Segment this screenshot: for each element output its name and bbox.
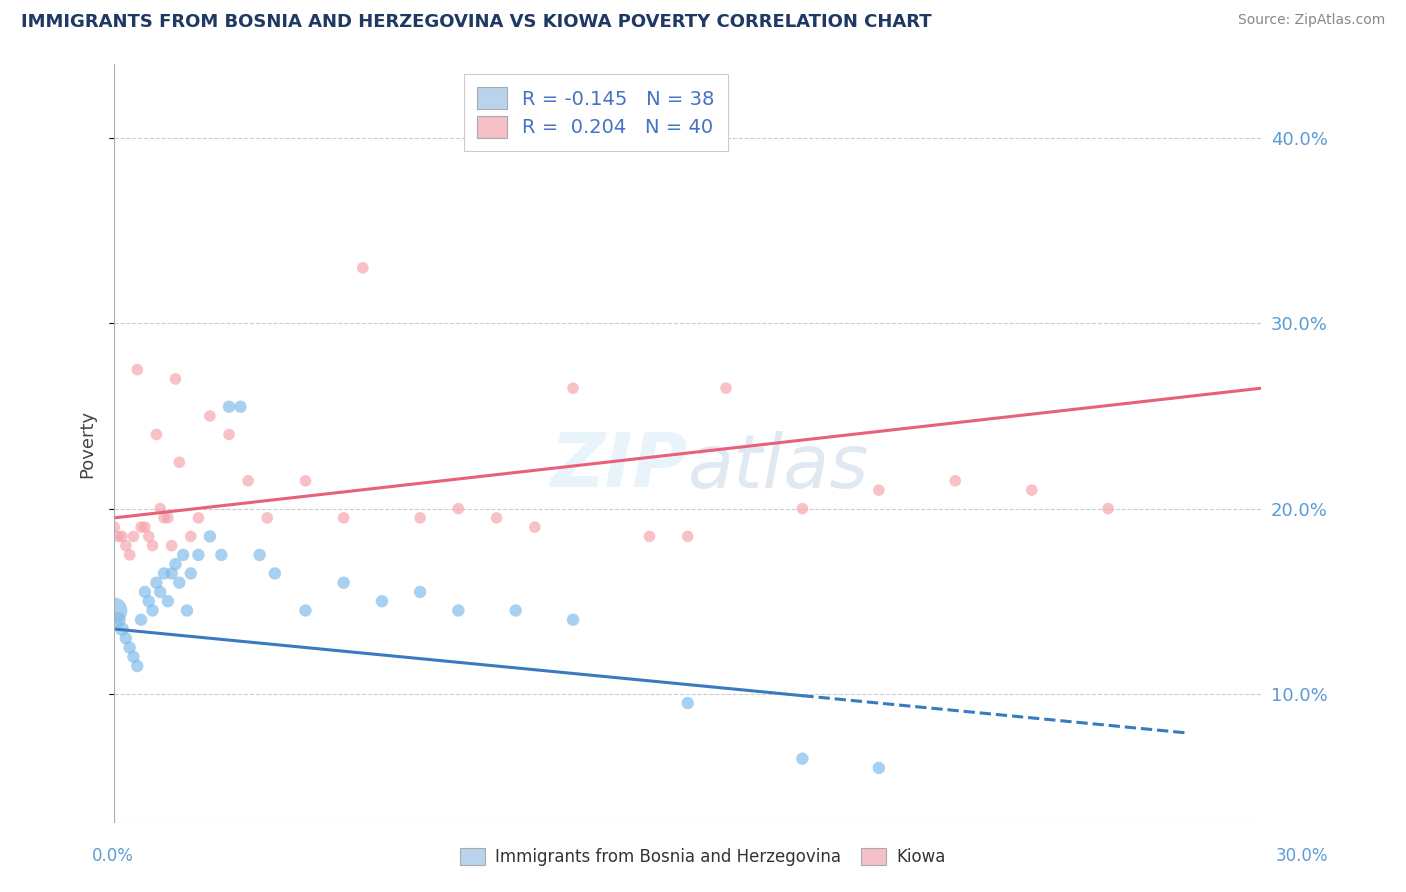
Point xyxy=(160,539,183,553)
Point xyxy=(332,511,354,525)
Point xyxy=(294,603,316,617)
Text: ZIP: ZIP xyxy=(551,430,688,503)
Legend: Immigrants from Bosnia and Herzegovina, Kiowa: Immigrants from Bosnia and Herzegovina, … xyxy=(451,840,955,875)
Point xyxy=(103,520,125,534)
Point xyxy=(122,529,145,543)
Point xyxy=(172,548,194,562)
Y-axis label: Poverty: Poverty xyxy=(79,409,96,478)
Point xyxy=(256,511,278,525)
Point xyxy=(153,511,176,525)
Point xyxy=(134,520,156,534)
Point xyxy=(145,427,167,442)
Point xyxy=(127,659,149,673)
Point xyxy=(676,529,699,543)
Point xyxy=(103,603,125,617)
Point xyxy=(409,511,432,525)
Text: 0.0%: 0.0% xyxy=(91,847,134,864)
Point xyxy=(165,557,187,571)
Point xyxy=(114,632,136,646)
Point xyxy=(176,603,198,617)
Point xyxy=(122,649,145,664)
Point xyxy=(111,622,134,636)
Point xyxy=(198,529,221,543)
Point xyxy=(229,400,252,414)
Point xyxy=(198,409,221,423)
Point xyxy=(129,520,152,534)
Point xyxy=(352,260,374,275)
Point xyxy=(638,529,661,543)
Point xyxy=(218,400,240,414)
Point xyxy=(792,501,814,516)
Point xyxy=(156,511,179,525)
Point xyxy=(218,427,240,442)
Point xyxy=(447,501,470,516)
Point xyxy=(127,362,149,376)
Point xyxy=(562,613,585,627)
Point xyxy=(129,613,152,627)
Point xyxy=(371,594,394,608)
Point xyxy=(118,548,141,562)
Point xyxy=(236,474,259,488)
Point xyxy=(134,585,156,599)
Point xyxy=(169,455,191,469)
Point xyxy=(868,761,890,775)
Text: 30.0%: 30.0% xyxy=(1277,847,1329,864)
Point xyxy=(111,529,134,543)
Point xyxy=(149,501,172,516)
Point xyxy=(1021,483,1043,497)
Point xyxy=(142,603,165,617)
Point xyxy=(505,603,527,617)
Point xyxy=(485,511,508,525)
Point xyxy=(523,520,546,534)
Point xyxy=(180,566,202,581)
Point xyxy=(107,529,129,543)
Text: IMMIGRANTS FROM BOSNIA AND HERZEGOVINA VS KIOWA POVERTY CORRELATION CHART: IMMIGRANTS FROM BOSNIA AND HERZEGOVINA V… xyxy=(21,13,932,31)
Point xyxy=(409,585,432,599)
Point xyxy=(792,752,814,766)
Text: Source: ZipAtlas.com: Source: ZipAtlas.com xyxy=(1237,13,1385,28)
Point xyxy=(138,529,160,543)
Point xyxy=(153,566,176,581)
Point xyxy=(249,548,271,562)
Point xyxy=(169,575,191,590)
Point xyxy=(145,575,167,590)
Point xyxy=(332,575,354,590)
Point xyxy=(160,566,183,581)
Point xyxy=(447,603,470,617)
Point xyxy=(165,372,187,386)
Point xyxy=(180,529,202,543)
Point xyxy=(142,539,165,553)
Point xyxy=(868,483,890,497)
Point xyxy=(114,539,136,553)
Text: atlas: atlas xyxy=(688,431,869,502)
Point xyxy=(149,585,172,599)
Point xyxy=(294,474,316,488)
Point xyxy=(676,696,699,710)
Point xyxy=(118,640,141,655)
Point xyxy=(107,613,129,627)
Legend: R = -0.145   N = 38, R =  0.204   N = 40: R = -0.145 N = 38, R = 0.204 N = 40 xyxy=(464,74,728,151)
Point xyxy=(264,566,287,581)
Point xyxy=(943,474,966,488)
Point xyxy=(562,381,585,395)
Point xyxy=(209,548,232,562)
Point xyxy=(156,594,179,608)
Point xyxy=(1097,501,1119,516)
Point xyxy=(714,381,737,395)
Point xyxy=(187,511,209,525)
Point xyxy=(187,548,209,562)
Point xyxy=(138,594,160,608)
